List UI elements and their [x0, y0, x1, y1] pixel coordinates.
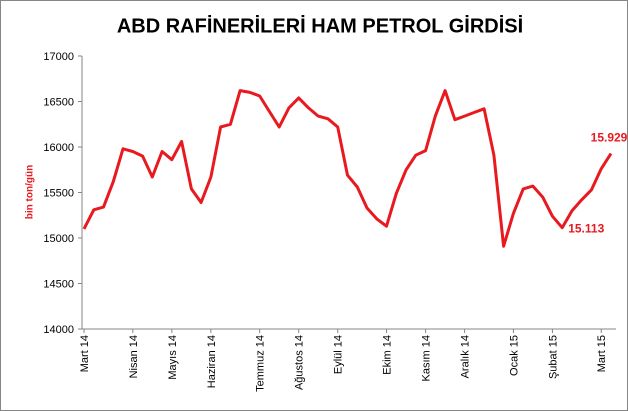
y-tick-label: 16000: [43, 142, 74, 154]
x-tick-label: Aralık 14: [460, 335, 472, 378]
y-axis-label: bin ton/gün: [25, 165, 36, 219]
x-tick-label: Eylül 14: [333, 335, 345, 374]
x-tick-label: Şubat 15: [547, 335, 559, 379]
y-tick-label: 15000: [43, 233, 74, 245]
x-tick-label: Kasım 14: [421, 335, 433, 381]
x-tick-label: Mart 14: [79, 335, 91, 372]
data-label: 15.113: [568, 222, 604, 236]
y-tick-label: 14000: [43, 324, 74, 336]
y-tick-label: 15500: [43, 188, 74, 200]
x-tick-label: Nisan 14: [128, 335, 140, 378]
x-tick-label: Ağustos 14: [294, 335, 306, 390]
x-tick-label: Haziran 14: [206, 335, 218, 388]
x-tick-label: Ocak 15: [508, 335, 520, 376]
data-label: 15.929: [591, 130, 628, 144]
chart-title: ABD RAFİNERİLERİ HAM PETROL GİRDİSİ: [117, 14, 523, 37]
y-tick-label: 17000: [43, 51, 74, 63]
y-tick-label: 16500: [43, 97, 74, 109]
x-tick-label: Mart 15: [596, 335, 608, 372]
x-tick-label: Temmuz 14: [255, 335, 267, 392]
line-series: [82, 89, 613, 248]
x-tick-label: Ekim 14: [382, 335, 394, 375]
y-tick-label: 14500: [43, 279, 74, 291]
x-tick-label: Mayıs 14: [167, 335, 179, 380]
